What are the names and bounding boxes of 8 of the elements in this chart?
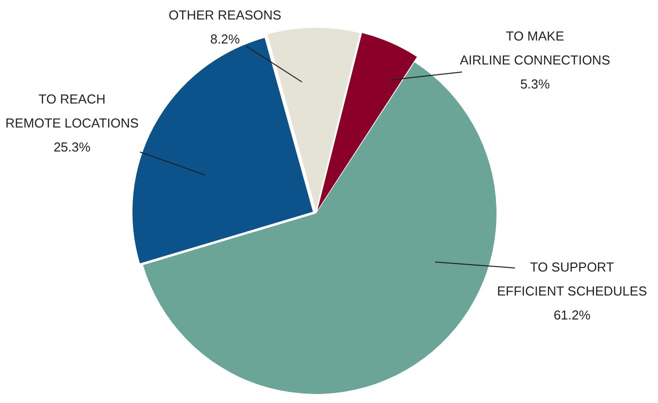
slice-label: TO MAKE AIRLINE CONNECTIONS [460,28,610,68]
slice-label: OTHER REASONS [168,8,282,23]
slice-label: TO REACH REMOTE LOCATIONS [5,92,140,131]
data-label: 25.3% [54,140,91,155]
data-label: 5.3% [520,76,550,92]
data-label: 61.2% [554,308,591,323]
slice-label: TO SUPPORT EFFICIENT SCHEDULES [496,260,648,299]
data-label: 8.2% [210,32,240,47]
